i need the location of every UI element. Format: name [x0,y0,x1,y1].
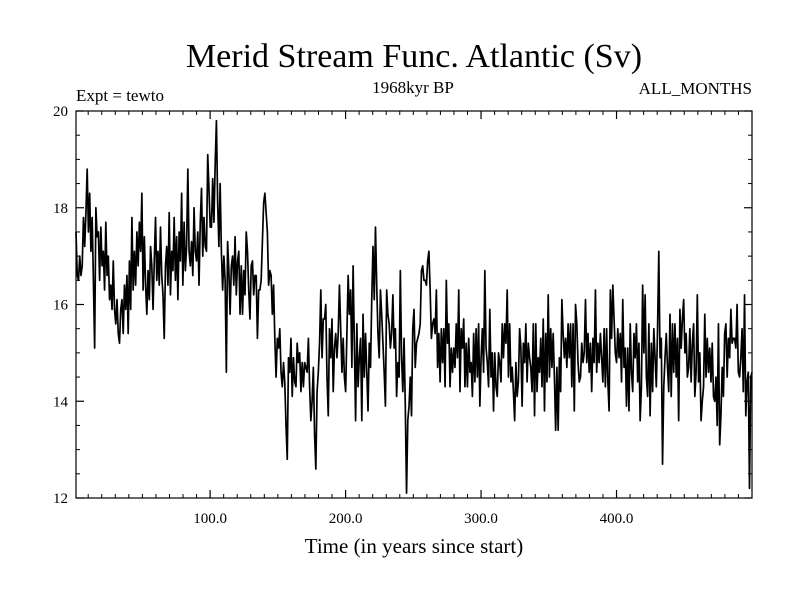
series-layer [75,119,753,495]
y-axis: 12 14 16 18 20 [53,104,752,507]
x-tick-label: 100.0 [193,511,227,527]
x-tick-label: 300.0 [464,511,498,527]
y-tick-label: 12 [53,491,68,507]
x-axis-label: Time (in years since start) [305,534,524,558]
series-line [75,119,753,495]
x-axis: 100.0 200.0 300.0 400.0 [87,111,739,527]
y-tick-label: 14 [53,394,69,410]
y-tick-label: 16 [53,298,69,314]
chart-title: Merid Stream Func. Atlantic (Sv) [186,38,642,75]
x-tick-label: 400.0 [600,511,634,527]
x-tick-label: 200.0 [329,511,363,527]
period-label: 1968kyr BP [372,78,454,97]
y-tick-label: 18 [53,201,68,217]
plot-frame [75,110,753,499]
y-tick-label: 20 [53,104,68,120]
months-label: ALL_MONTHS [639,79,752,98]
experiment-label: Expt = tewto [76,86,164,105]
